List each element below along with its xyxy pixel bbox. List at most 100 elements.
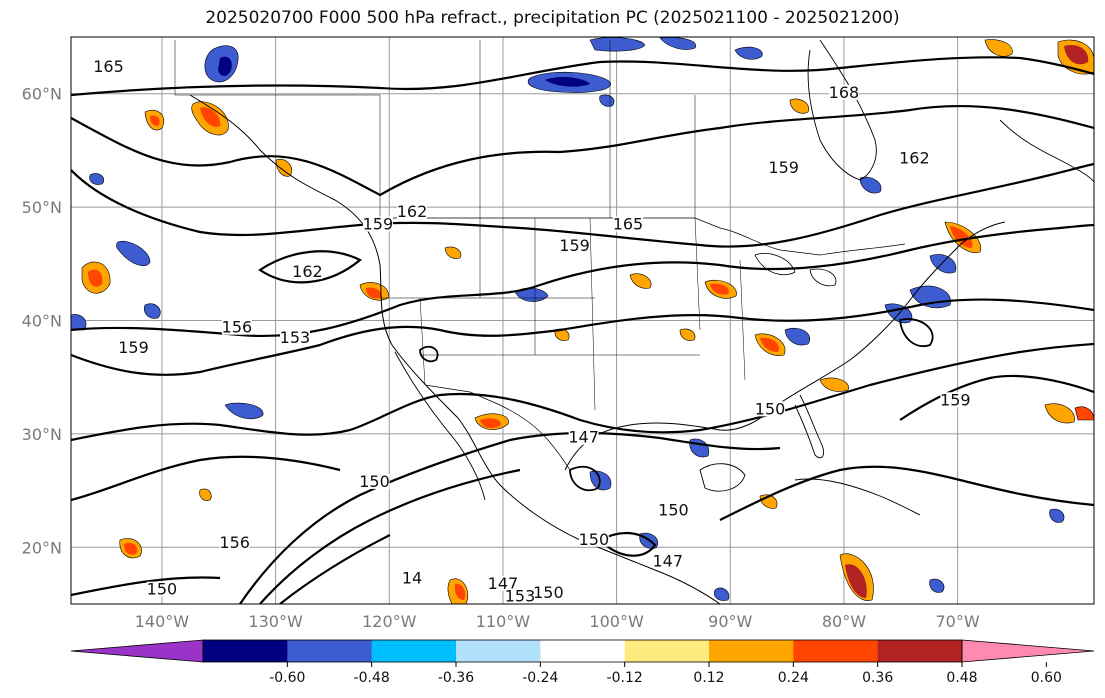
lon-tick-label: 110°W <box>476 612 531 631</box>
contour-label: 150 <box>147 580 178 599</box>
contour-label: 156 <box>222 318 253 337</box>
contour-153-south <box>279 534 391 604</box>
contour-label-bg <box>652 553 683 569</box>
lon-tick-label: 70°W <box>936 612 980 631</box>
contour-label: 159 <box>559 236 590 255</box>
refractivity-contours <box>71 56 1094 604</box>
colorbar-tick-label: -0.60 <box>269 670 305 686</box>
contour-label: 159 <box>118 338 149 357</box>
contour-label: 165 <box>613 215 644 234</box>
colorbar-tick-label: -0.48 <box>354 670 390 686</box>
contour-label: 150 <box>755 399 786 418</box>
contour-label: 147 <box>568 428 599 447</box>
contour-150-sw <box>71 576 221 597</box>
colorbar-bin <box>371 640 457 662</box>
colorbar-bin <box>877 640 963 662</box>
lat-tick-label: 30°N <box>22 425 62 444</box>
latitude-ticks: 20°N 30°N 40°N 50°N 60°N <box>22 85 62 558</box>
colorbar-tick-label: -0.12 <box>607 670 643 686</box>
lon-tick-label: 130°W <box>248 612 303 631</box>
lon-tick-label: 80°W <box>822 612 866 631</box>
contour-156 <box>71 223 1094 338</box>
contour-label-bg <box>828 84 859 100</box>
lon-tick-label: 140°W <box>135 612 190 631</box>
contour-153 <box>71 298 1094 376</box>
contour-label: 165 <box>93 57 124 76</box>
contour-label-bg <box>487 575 518 591</box>
contour-150-west <box>71 455 341 502</box>
contour-label-bg <box>568 429 599 445</box>
colorbar-bin <box>456 640 541 662</box>
colorbar-tick-label: 0.36 <box>862 670 893 686</box>
contour-label-bg <box>146 581 177 597</box>
contour-label-bg <box>118 340 149 356</box>
contour-label: 156 <box>219 533 250 552</box>
contour-label: 147 <box>652 551 683 570</box>
contour-label-bg <box>658 502 689 518</box>
contour-label: 150 <box>579 530 610 549</box>
colorbar: -0.60 -0.48 -0.36 -0.24 -0.12 0.12 0.24 0.36 0.4… <box>70 639 1095 686</box>
contour-label-bg <box>221 319 252 335</box>
contour-label: 168 <box>829 83 860 102</box>
lon-tick-label: 90°W <box>708 612 752 631</box>
contour-label: 150 <box>533 583 564 602</box>
contour-150-caribbean <box>719 465 1094 521</box>
colorbar-tick-label: -0.24 <box>522 670 558 686</box>
contour-label: 147 <box>488 574 519 593</box>
contour-label-bg <box>504 588 535 604</box>
contour-label: 162 <box>899 149 930 168</box>
contour-150-east <box>899 374 1094 421</box>
negative-anomaly-patches <box>71 37 1065 601</box>
contour-closed-small-2 <box>419 345 439 363</box>
contour-label-bg <box>940 392 971 408</box>
contour-165 <box>71 56 1094 97</box>
contour-label-bg <box>219 535 250 551</box>
contour-closed-small <box>569 465 601 492</box>
contour-label-bg <box>362 216 393 232</box>
colorbar-extend-high <box>961 639 1095 663</box>
contour-label-bg <box>612 216 643 232</box>
map-frame <box>70 36 1095 605</box>
contour-label: 162 <box>397 202 428 221</box>
contour-label-bg <box>578 531 609 547</box>
colorbar-bin <box>540 640 626 662</box>
colorbar-bin <box>287 640 373 662</box>
lat-tick-label: 50°N <box>22 198 62 217</box>
contour-closed-east <box>899 318 934 347</box>
contour-162-closed <box>258 250 362 284</box>
contour-label: 14 <box>402 568 422 587</box>
longitude-ticks: 140°W 130°W 120°W 110°W 100°W 90°W 80°W 70°W <box>135 612 980 631</box>
contour-label: 153 <box>280 328 311 347</box>
contour-label: 150 <box>359 472 390 491</box>
contour-label-bg <box>397 204 427 220</box>
contour-150-closed <box>598 532 657 557</box>
contour-162-north <box>71 104 1094 197</box>
contour-147 <box>239 431 781 604</box>
colorbar-bin <box>793 640 879 662</box>
contour-label-bg <box>533 585 564 601</box>
colorbar-tick-label: 0.24 <box>778 670 809 686</box>
lon-tick-label: 120°W <box>362 612 417 631</box>
colorbar-outline <box>202 639 963 663</box>
colorbar-bin <box>203 640 288 662</box>
contour-label-bg <box>279 329 310 345</box>
contour-label-bg <box>899 150 930 166</box>
contour-label-bg <box>768 159 799 175</box>
lat-tick-label: 60°N <box>22 85 62 104</box>
contour-label-bg <box>359 473 390 489</box>
contour-label: 162 <box>292 262 323 281</box>
contour-label: 159 <box>363 215 394 234</box>
contour-label: 150 <box>658 500 689 519</box>
colorbar-extend-low <box>70 639 204 663</box>
lon-tick-label: 100°W <box>589 612 644 631</box>
coastlines-and-borders <box>174 39 1094 604</box>
map-title: 2025020700 F000 500 hPa refract., precip… <box>205 8 900 28</box>
lat-tick-label: 20°N <box>22 538 62 557</box>
contour-150 <box>71 342 1094 442</box>
contour-label: 159 <box>768 158 799 177</box>
colorbar-tick-label: 0.48 <box>946 670 977 686</box>
contour-label-bg <box>292 264 323 280</box>
contour-label: 159 <box>940 390 971 409</box>
